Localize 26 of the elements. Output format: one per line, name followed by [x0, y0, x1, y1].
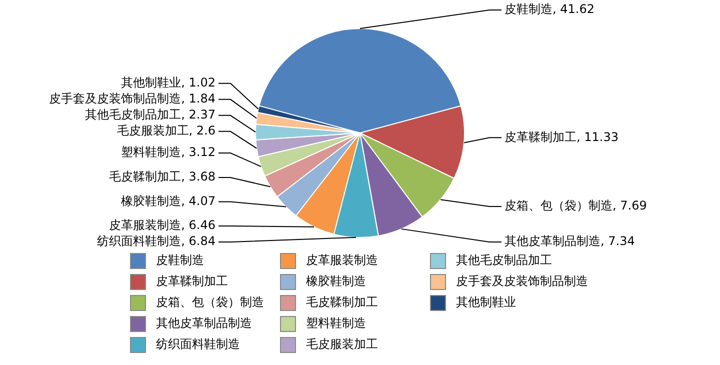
- legend-label: 皮手套及皮装饰制品制造: [456, 273, 588, 290]
- legend-label: 毛皮鞣制加工: [306, 294, 378, 311]
- legend-label: 皮箱、包（袋）制造: [156, 294, 264, 311]
- legend-label: 其他制鞋业: [456, 294, 516, 311]
- data-label: 塑料鞋制造, 3.12: [121, 145, 216, 160]
- data-label: 毛皮鞣制加工, 3.68: [109, 170, 216, 184]
- legend-label: 皮革鞣制加工: [156, 273, 228, 290]
- data-label: 皮鞋制造, 41.62: [504, 2, 594, 16]
- legend-label: 毛皮服装加工: [306, 336, 378, 353]
- legend-label: 其他皮革制品制造: [156, 315, 252, 332]
- legend-label: 塑料鞋制造: [306, 315, 366, 332]
- data-label: 橡胶鞋制造, 4.07: [121, 194, 216, 208]
- data-label: 其他制鞋业, 1.02: [121, 76, 216, 90]
- data-label: 其他皮革制品制造, 7.34: [504, 234, 635, 248]
- legend-label: 皮革服装制造: [306, 252, 378, 269]
- legend-label: 其他毛皮制品加工: [456, 252, 552, 269]
- legend-label: 皮鞋制造: [156, 252, 204, 269]
- data-label: 皮手套及皮装饰制品制造, 1.84: [49, 92, 216, 106]
- data-label: 皮箱、包（袋）制造, 7.69: [504, 198, 647, 213]
- data-label: 毛皮服装加工, 2.6: [116, 124, 216, 138]
- data-label: 纺织面料鞋制造, 6.84: [97, 234, 216, 248]
- data-label: 皮革服装制造, 6.46: [109, 218, 216, 232]
- legend-label: 纺织面料鞋制造: [156, 336, 240, 353]
- data-label: 皮革鞣制加工, 11.33: [504, 130, 618, 144]
- legend-label: 橡胶鞋制造: [306, 273, 366, 290]
- data-label: 其他毛皮制品加工, 2.37: [85, 108, 216, 122]
